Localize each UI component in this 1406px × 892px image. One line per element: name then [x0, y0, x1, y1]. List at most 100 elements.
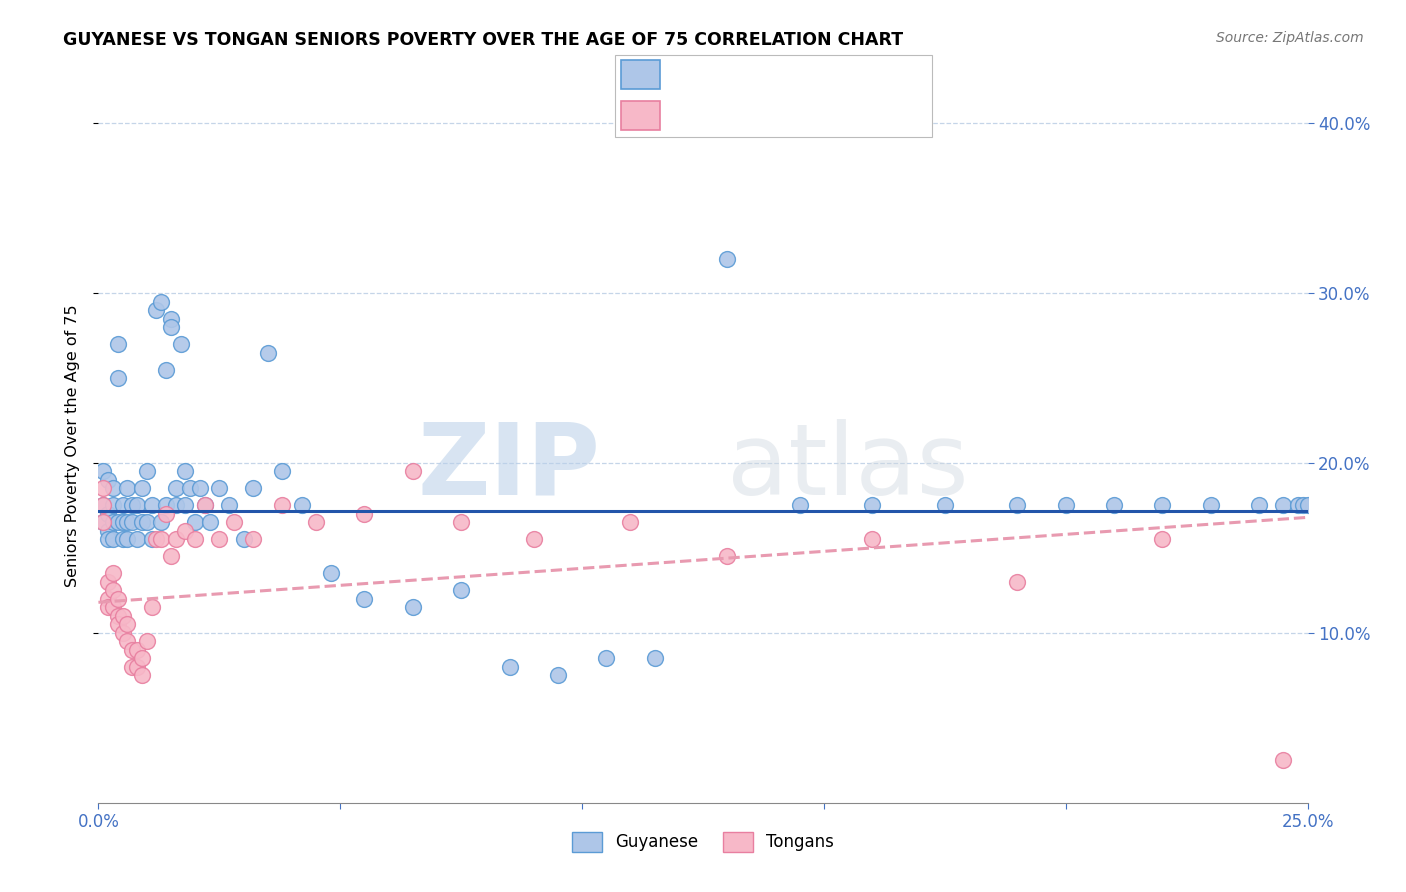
Point [271, 499, 294, 513]
Point [111, 533, 134, 547]
FancyBboxPatch shape [621, 101, 661, 130]
Point [402, 465, 425, 479]
Point [107, 591, 129, 606]
Point [141, 600, 163, 615]
Point [121, 660, 143, 674]
Point [107, 617, 129, 632]
Point [450, 516, 472, 530]
Point [1249, 499, 1271, 513]
Point [860, 499, 883, 513]
Point [1152, 533, 1174, 547]
Point [101, 482, 124, 496]
Point [117, 634, 139, 648]
Point [1292, 499, 1315, 513]
Point [97, 524, 120, 538]
Point [131, 668, 153, 682]
Point [107, 516, 129, 530]
Point [150, 533, 173, 547]
Point [198, 516, 221, 530]
Point [121, 516, 143, 530]
Point [160, 311, 183, 326]
Point [91, 499, 114, 513]
Point [174, 524, 197, 538]
Point [1272, 753, 1295, 767]
Point [101, 499, 124, 513]
Point [135, 634, 157, 648]
Point [150, 294, 173, 309]
Point [111, 516, 134, 530]
Point [160, 320, 183, 334]
Point [107, 608, 129, 623]
Point [242, 482, 264, 496]
Point [127, 660, 149, 674]
Point [145, 303, 167, 318]
Point [141, 533, 163, 547]
Point [218, 499, 240, 513]
Point [353, 507, 375, 521]
Point [150, 516, 173, 530]
Point [194, 499, 217, 513]
Point [194, 499, 217, 513]
Point [101, 566, 124, 581]
Point [135, 465, 157, 479]
Point [174, 465, 197, 479]
Point [117, 533, 139, 547]
Point [97, 533, 120, 547]
Point [1007, 574, 1029, 589]
Text: ZIP: ZIP [418, 419, 600, 516]
Point [271, 465, 294, 479]
Point [934, 499, 956, 513]
Point [242, 533, 264, 547]
Point [101, 533, 124, 547]
Point [165, 499, 187, 513]
Point [402, 600, 425, 615]
Point [97, 574, 120, 589]
Text: atlas: atlas [727, 419, 969, 516]
Point [117, 617, 139, 632]
Point [208, 533, 231, 547]
Point [97, 507, 120, 521]
Point [160, 549, 183, 564]
Point [179, 482, 201, 496]
Point [184, 516, 207, 530]
Point [155, 499, 177, 513]
FancyBboxPatch shape [621, 61, 661, 89]
FancyBboxPatch shape [614, 55, 932, 136]
Point [305, 516, 328, 530]
Point [1286, 499, 1309, 513]
Point [184, 533, 207, 547]
Point [290, 499, 312, 513]
Point [1272, 499, 1295, 513]
Point [97, 600, 120, 615]
Point [619, 516, 641, 530]
Point [1296, 499, 1319, 513]
Point [165, 533, 187, 547]
Point [547, 668, 569, 682]
Point [135, 516, 157, 530]
Point [91, 516, 114, 530]
Text: R =  0.084: R = 0.084 [669, 106, 779, 124]
Point [232, 533, 254, 547]
Text: Source: ZipAtlas.com: Source: ZipAtlas.com [1216, 31, 1364, 45]
Y-axis label: Seniors Poverty Over the Age of 75: Seniors Poverty Over the Age of 75 [65, 305, 80, 587]
Point [155, 362, 177, 376]
Point [121, 499, 143, 513]
Point [188, 482, 211, 496]
Point [165, 482, 187, 496]
Point [117, 482, 139, 496]
Point [107, 337, 129, 351]
Point [131, 516, 153, 530]
Point [101, 516, 124, 530]
Point [111, 608, 134, 623]
Point [256, 345, 278, 359]
Point [127, 643, 149, 657]
Point [860, 533, 883, 547]
Point [111, 626, 134, 640]
Point [1054, 499, 1077, 513]
Point [101, 583, 124, 598]
Point [595, 651, 617, 665]
Point [97, 591, 120, 606]
Text: N = 47: N = 47 [815, 106, 880, 124]
Text: GUYANESE VS TONGAN SENIORS POVERTY OVER THE AGE OF 75 CORRELATION CHART: GUYANESE VS TONGAN SENIORS POVERTY OVER … [63, 31, 904, 49]
Point [208, 482, 231, 496]
